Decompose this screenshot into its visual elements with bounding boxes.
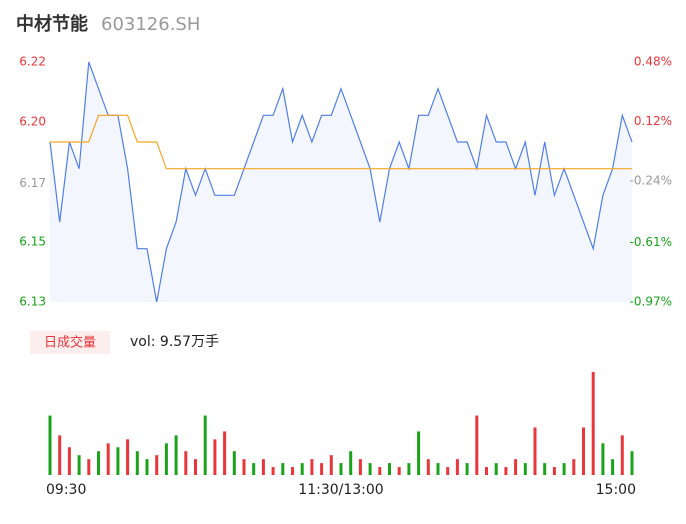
volume-bar [620, 435, 624, 475]
volume-bar [242, 459, 246, 475]
y2-tick-label: 0.12% [634, 114, 672, 128]
volume-bar [145, 459, 149, 475]
volume-bar [475, 415, 479, 475]
volume-bar [601, 443, 605, 475]
volume-bar [630, 451, 634, 475]
volume-bar [194, 459, 197, 475]
x-tick-label: 09:30 [46, 482, 86, 498]
volume-bar [252, 463, 256, 475]
y2-tick-label: 0.48% [634, 55, 672, 69]
volume-bar [232, 451, 236, 475]
volume-bar [58, 435, 62, 475]
price-area [50, 62, 632, 302]
volume-bar [572, 459, 576, 475]
volume-bar [533, 427, 537, 475]
stock-name: 中材节能 [16, 13, 88, 35]
volume-bar [116, 447, 120, 475]
x-tick-label: 15:00 [596, 482, 636, 498]
volume-bar [591, 372, 595, 475]
volume-bar [281, 463, 285, 475]
x-tick-label: 11:30/13:00 [298, 482, 383, 498]
y2-tick-label: -0.24% [630, 174, 672, 188]
y2-tick-label: -0.61% [630, 235, 672, 249]
volume-bar [485, 467, 488, 475]
volume-bar [320, 463, 324, 475]
volume-bar [48, 415, 52, 475]
y-tick-label: 6.22 [19, 55, 46, 69]
volume-bar [184, 451, 188, 475]
volume-bar [582, 427, 585, 475]
y-tick-label: 6.20 [19, 115, 46, 129]
volume-bar [388, 463, 391, 475]
volume-bar [87, 459, 91, 475]
volume-total: vol: 9.57万手 [130, 334, 219, 350]
volume-bar [67, 447, 71, 475]
price-line [49, 61, 633, 303]
volume-bar [426, 459, 430, 475]
stock-code: 603126.SH [101, 14, 200, 35]
volume-bar [552, 467, 556, 475]
average-line [50, 114, 632, 170]
volume-bar [562, 463, 566, 475]
volume-bar [504, 467, 508, 475]
volume-bar [523, 463, 527, 475]
volume-bar [417, 431, 421, 475]
volume-bar [494, 463, 498, 475]
volume-bar [213, 439, 217, 475]
volume-bar [378, 467, 382, 475]
volume-bar [300, 463, 304, 475]
volume-bar [106, 443, 110, 475]
volume-bar [223, 431, 227, 475]
y-tick-label: 6.13 [19, 295, 46, 309]
volume-bar [465, 463, 469, 475]
volume-bar [261, 459, 265, 475]
legend-label: 日成交量 [44, 335, 96, 351]
y-tick-label: 6.17 [19, 176, 46, 190]
volume-bar [339, 463, 343, 475]
volume-bar [174, 435, 178, 475]
volume-bar [455, 459, 459, 475]
volume-bar [436, 463, 440, 475]
volume-bar [397, 467, 401, 475]
volume-bar [291, 467, 294, 475]
volume-bar [368, 463, 372, 475]
volume-bar [126, 439, 130, 475]
legend-box [30, 331, 110, 354]
volume-bar [77, 455, 81, 475]
volume-bar [407, 463, 411, 475]
y2-tick-label: -0.97% [630, 295, 672, 309]
volume-bar [155, 455, 159, 475]
volume-bar [310, 459, 314, 475]
volume-bar [514, 459, 518, 475]
volume-bar [329, 455, 333, 475]
volume-bar [164, 443, 168, 475]
volume-bar [611, 459, 615, 475]
volume-bar [349, 451, 353, 475]
volume-bar [203, 415, 207, 475]
volume-bar [543, 463, 547, 475]
volume-bar [446, 467, 450, 475]
volume-bar [358, 459, 362, 475]
volume-bar [135, 451, 139, 475]
volume-bar [271, 467, 275, 475]
volume-bar [97, 451, 100, 475]
y-tick-label: 6.15 [19, 235, 46, 249]
